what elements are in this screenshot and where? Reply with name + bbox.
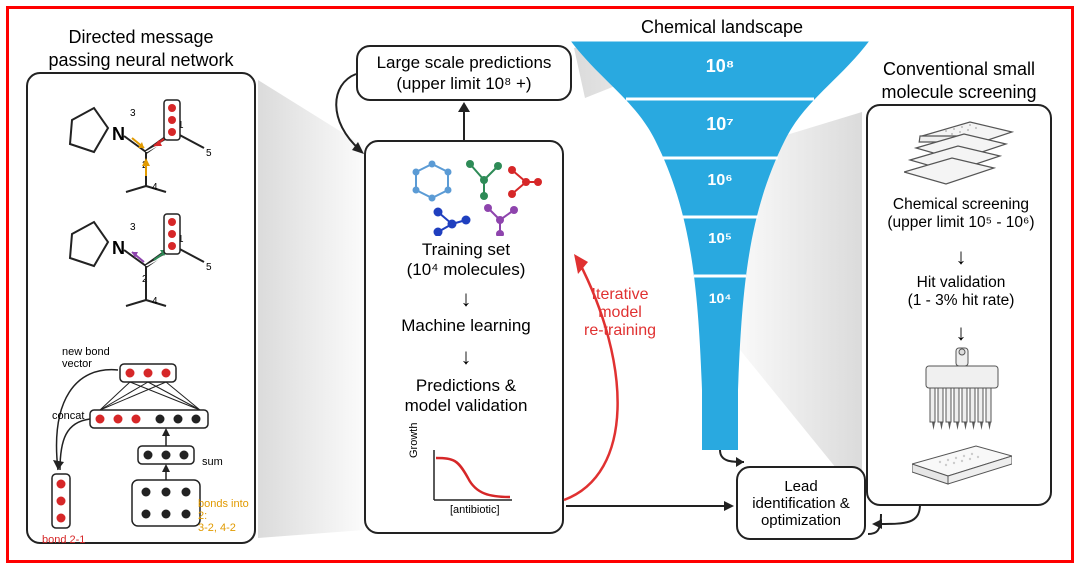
funnel-lvl-5: 10⁵ [708,230,732,247]
molecule-diagram-1: N 3 2 1 5 4 [46,86,246,196]
lbl-concat: concat [52,410,84,422]
svg-text:3: 3 [130,108,136,119]
right-panel-title: Conventional small molecule screening [852,58,1066,103]
funnel-title: Chemical landscape [612,16,832,39]
arrow-down-2: ↓ [366,346,566,368]
plate-stack-icon [904,116,1020,190]
lbl-new-bond-vector: new bond vector [62,346,110,370]
svg-text:5: 5 [206,148,212,159]
lead-label: Lead identification & optimization [752,478,850,529]
pipette-plate-icon [912,346,1012,496]
right-panel: Chemical screening (upper limit 10⁵ - 10… [866,104,1052,506]
predict-label: Predictions & model validation [366,376,566,416]
funnel-lvl-6: 10⁶ [707,172,732,190]
arrow-funnel-to-lead [716,448,786,472]
predictions-label: Large scale predictions (upper limit 10⁸… [377,52,552,95]
graph-y-label: Growth [408,423,420,458]
funnel-lvl-4: 10⁴ [709,290,732,306]
training-set-label: Training set (10⁴ molecules) [366,240,566,280]
molecule-cluster-icon [392,150,542,236]
svg-text:4: 4 [152,182,158,193]
lead-panel: Lead identification & optimization [736,466,866,540]
svg-text:N: N [112,124,125,144]
funnel-lvl-7: 10⁷ [706,114,733,135]
funnel-lvl-8: 10⁸ [706,56,735,77]
chem-screening-label: Chemical screening (upper limit 10⁵ - 10… [868,196,1054,232]
arrow-down-1: ↓ [366,288,566,310]
arrow-mid-to-lead [566,496,738,516]
lbl-bondsinto: bonds into 2: 3-2, 4-2 [198,498,254,534]
ml-label: Machine learning [366,316,566,336]
growth-graph-icon [418,442,518,512]
left-panel-title: Directed message passing neural network [26,26,256,71]
lbl-sum: sum [202,456,223,468]
lbl-bond21: bond 2-1 [42,534,85,546]
svg-text:3: 3 [130,222,136,233]
arrow-mid-to-pred [454,100,474,140]
molecule-diagram-2: N 3 2 1 5 4 [46,200,246,310]
predictions-panel: Large scale predictions (upper limit 10⁸… [356,45,572,101]
arrow-down-r1: ↓ [868,246,1054,268]
svg-text:N: N [112,238,125,258]
mid-panel: Training set (10⁴ molecules) ↓ Machine l… [364,140,564,534]
hit-validation-label: Hit validation (1 - 3% hit rate) [868,274,1054,310]
left-panel: N 3 2 1 5 4 [26,72,256,544]
svg-text:5: 5 [206,262,212,273]
chemical-landscape-funnel [570,40,870,460]
svg-text:4: 4 [152,296,158,307]
arrow-down-r2: ↓ [868,322,1054,344]
graph-x-label: [antibiotic] [450,504,500,516]
